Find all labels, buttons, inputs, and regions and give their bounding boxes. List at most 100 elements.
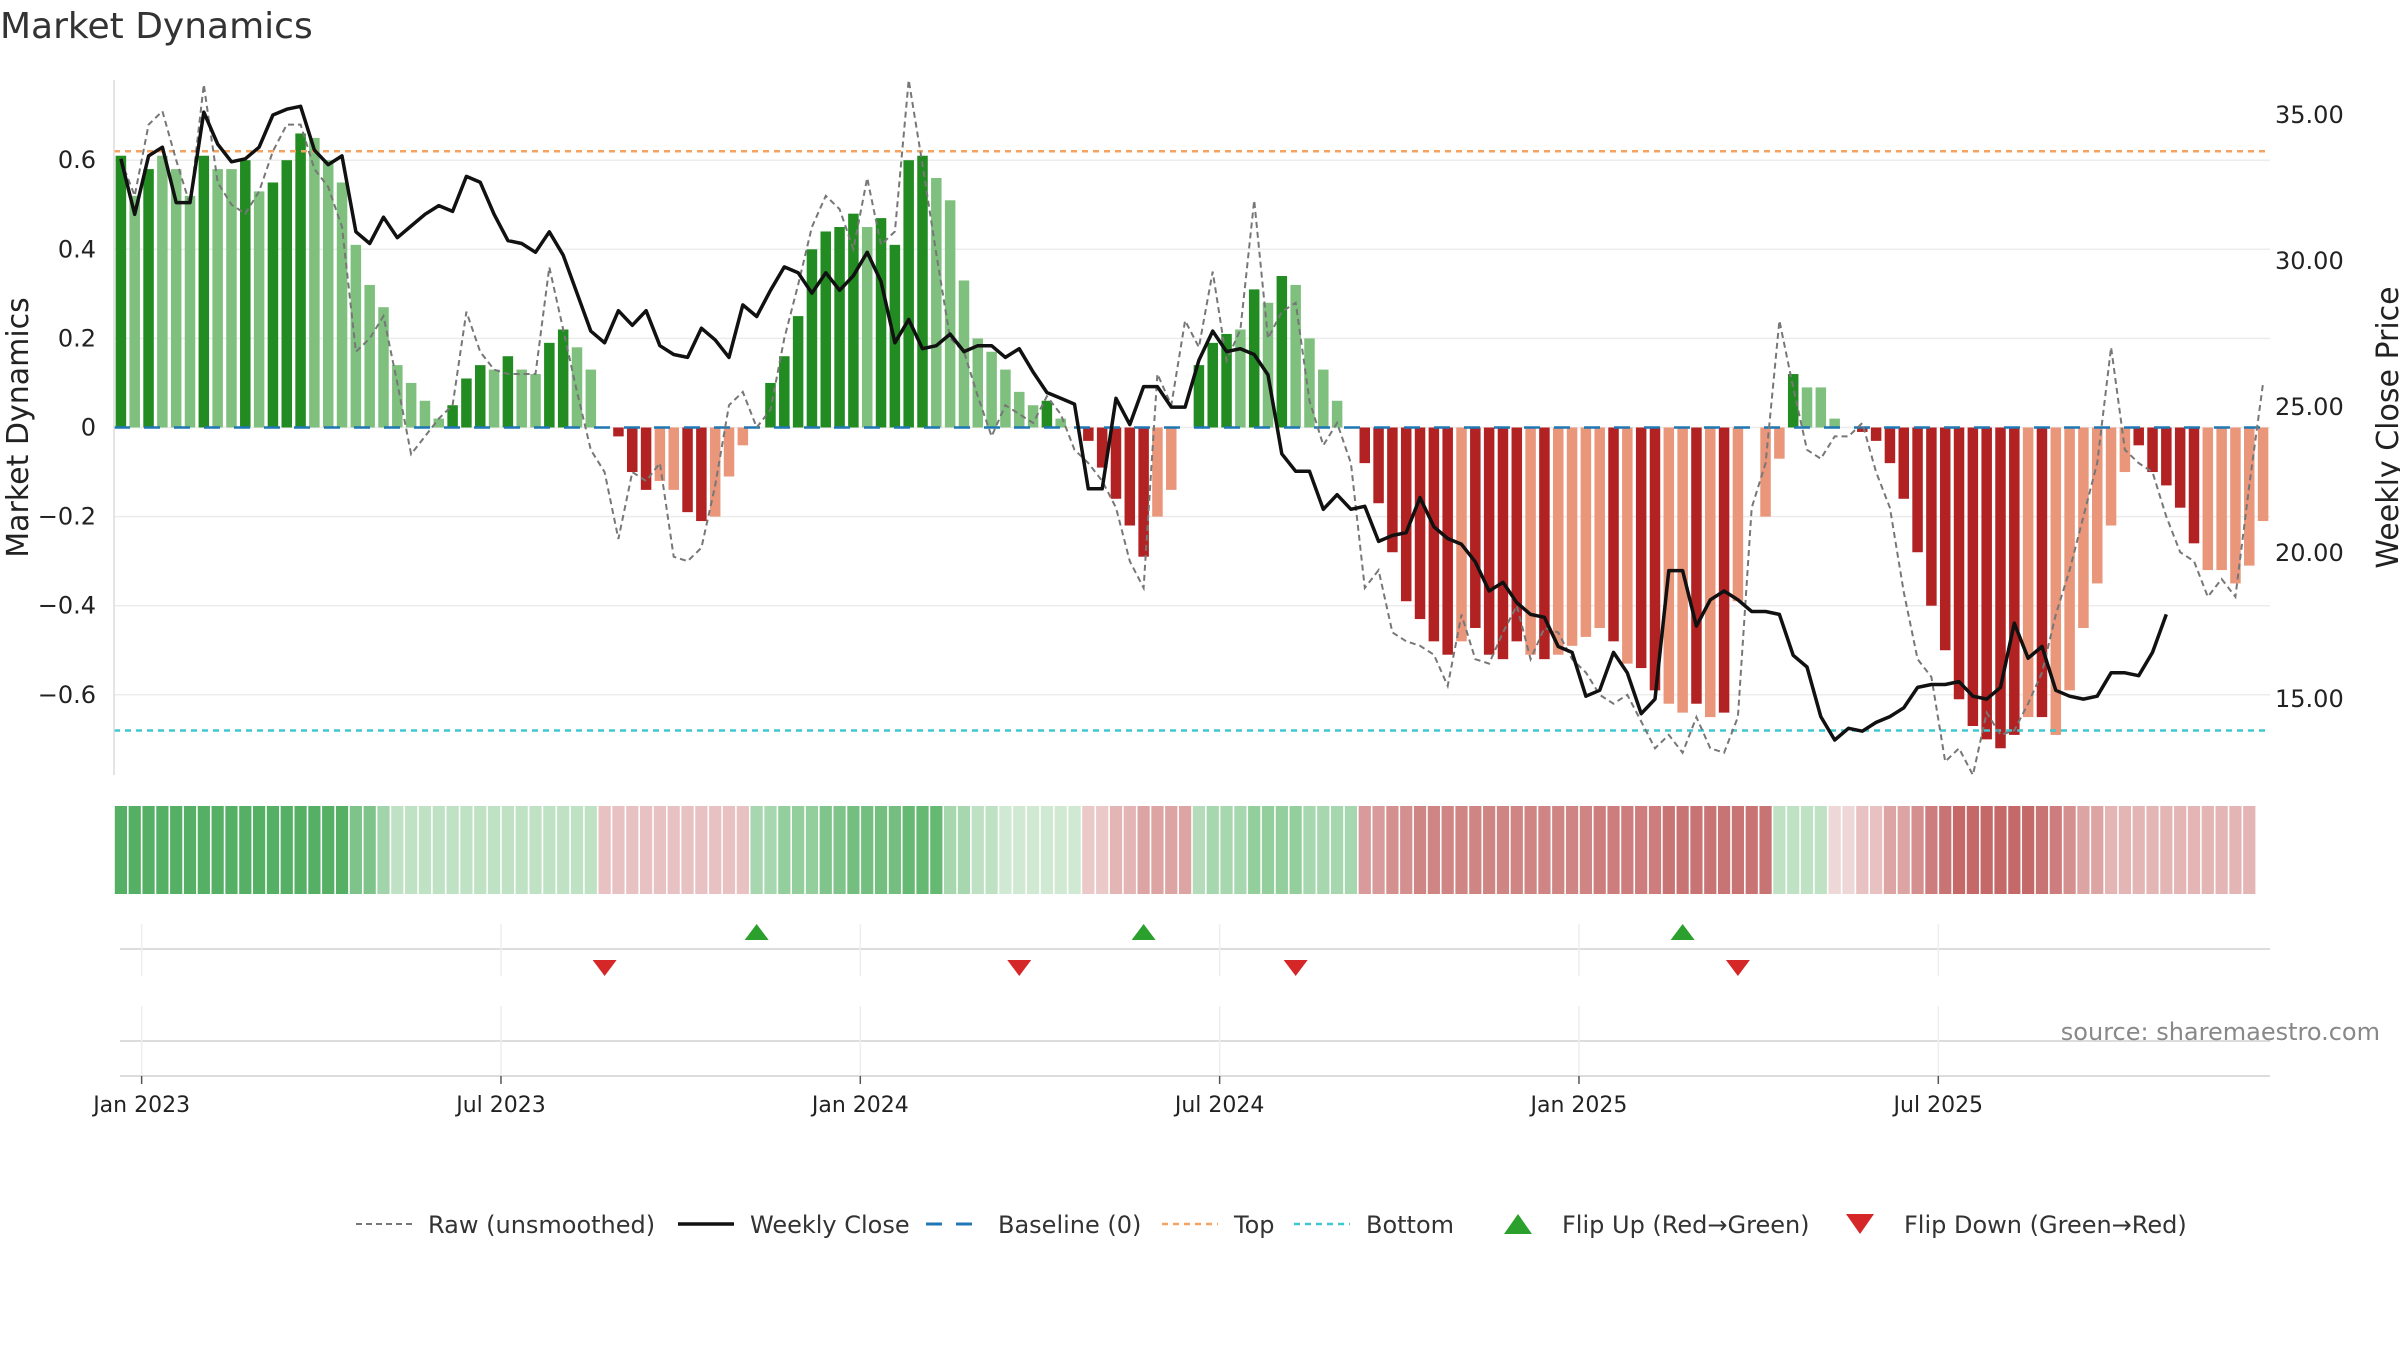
momentum-bar xyxy=(834,227,845,428)
momentum-bar xyxy=(1649,427,1661,691)
momentum-bar xyxy=(419,400,431,428)
regime-cell xyxy=(2215,806,2228,894)
momentum-bar xyxy=(2064,427,2075,691)
momentum-bar xyxy=(1691,427,1702,704)
momentum-bar xyxy=(1525,427,1536,655)
flip-up-marker xyxy=(1670,924,1695,940)
regime-cell xyxy=(1234,806,1247,894)
momentum-bar xyxy=(1511,427,1523,642)
momentum-bar xyxy=(1967,427,1979,726)
regime-cell xyxy=(792,806,805,894)
momentum-bar xyxy=(1635,427,1647,669)
left-axis-label: Market Dynamics xyxy=(1,297,36,558)
regime-cell xyxy=(280,806,293,894)
momentum-bar xyxy=(848,213,859,428)
flip-down-marker xyxy=(592,960,617,976)
momentum-bar xyxy=(1000,369,1011,428)
regime-cell xyxy=(2035,806,2049,894)
regime-cell xyxy=(667,806,680,894)
left-tick-label: −0.2 xyxy=(38,503,96,531)
regime-cell xyxy=(709,806,722,894)
regime-cell xyxy=(999,806,1012,894)
momentum-bar xyxy=(1152,427,1163,517)
regime-cell xyxy=(1123,806,1136,894)
momentum-bar xyxy=(765,382,776,428)
momentum-bar xyxy=(1290,284,1301,428)
momentum-bar xyxy=(737,427,749,446)
regime-cell xyxy=(1206,806,1219,894)
momentum-bar xyxy=(972,338,984,428)
momentum-bar xyxy=(1663,427,1675,704)
momentum-bar xyxy=(627,427,638,473)
legend-swatch xyxy=(1846,1214,1874,1234)
regime-cell xyxy=(653,806,667,894)
momentum-bar xyxy=(2216,427,2227,571)
regime-cell xyxy=(944,806,957,894)
momentum-bar xyxy=(1414,427,1426,620)
momentum-bar xyxy=(474,365,486,428)
flip-markers xyxy=(120,924,2270,1076)
momentum-bar xyxy=(281,160,293,428)
regime-cell xyxy=(405,806,418,894)
regime-cell xyxy=(2229,806,2242,894)
regime-cell xyxy=(1773,806,1786,894)
regime-cell xyxy=(2063,806,2076,894)
momentum-bar xyxy=(1055,418,1066,428)
regime-cell xyxy=(1966,806,1979,894)
legend-label: Raw (unsmoothed) xyxy=(428,1211,655,1239)
momentum-bar xyxy=(903,160,914,428)
regime-cell xyxy=(1441,806,1454,894)
x-axis: Jan 2023 Jul 2023 Jan 2024 Jul 2024 Jan 2025… xyxy=(91,1075,2270,1118)
x-tick-label: Jul 2025 xyxy=(1892,1093,1984,1118)
regime-cell xyxy=(446,806,459,894)
momentum-bar xyxy=(433,418,445,428)
regime-cell xyxy=(1303,806,1316,894)
regime-cell xyxy=(971,806,984,894)
regime-cell xyxy=(1109,806,1123,894)
regime-cell xyxy=(1745,806,1758,894)
momentum-bar xyxy=(1400,427,1412,602)
momentum-bar xyxy=(226,169,237,428)
flip-down-marker xyxy=(1283,960,1308,976)
momentum-bar xyxy=(198,155,210,428)
regime-cell xyxy=(266,806,280,894)
regime-cell xyxy=(1082,806,1095,894)
regime-cell xyxy=(1483,806,1496,894)
momentum-bar xyxy=(1442,427,1453,655)
momentum-bar xyxy=(184,195,196,428)
regime-cell xyxy=(985,806,998,894)
momentum-bar xyxy=(2147,427,2158,473)
momentum-bar xyxy=(129,195,140,428)
x-tick-label: Jul 2023 xyxy=(454,1093,546,1118)
regime-cell xyxy=(1870,806,1883,894)
regime-cell xyxy=(1814,806,1827,894)
x-tick-label: Jan 2025 xyxy=(1529,1093,1628,1118)
momentum-bar xyxy=(820,231,832,428)
regime-cell xyxy=(1897,806,1910,894)
regime-cell xyxy=(1386,806,1399,894)
momentum-bar xyxy=(2188,427,2200,544)
momentum-bar xyxy=(2202,427,2214,571)
x-tick-label: Jan 2024 xyxy=(810,1093,909,1118)
regime-cell xyxy=(2174,806,2187,894)
regime-cell xyxy=(764,806,777,894)
regime-cell xyxy=(239,806,252,894)
regime-cell xyxy=(211,806,224,894)
regime-cell xyxy=(501,806,514,894)
momentum-bar xyxy=(709,427,721,517)
regime-cell xyxy=(1469,806,1482,894)
momentum-bar xyxy=(1732,427,1744,602)
flip-up-marker xyxy=(744,924,769,940)
right-axis-label: Weekly Close Price xyxy=(2371,286,2400,568)
regime-cell xyxy=(1648,806,1662,894)
regime-cell xyxy=(543,806,556,894)
regime-cell xyxy=(2008,806,2021,894)
regime-cell xyxy=(1911,806,1924,894)
momentum-bar xyxy=(779,356,790,428)
regime-cell xyxy=(722,806,736,894)
momentum-bar xyxy=(1705,427,1716,718)
regime-cell xyxy=(902,806,915,894)
regime-cell xyxy=(2160,806,2173,894)
regime-cell xyxy=(736,806,749,894)
momentum-bar xyxy=(1262,302,1274,428)
